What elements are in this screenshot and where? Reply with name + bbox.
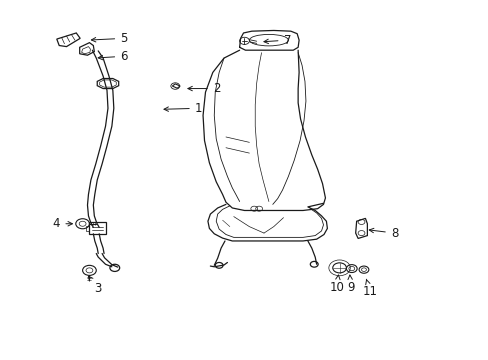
Text: 7: 7	[264, 33, 290, 47]
Text: 8: 8	[368, 226, 397, 239]
Text: 11: 11	[362, 279, 377, 298]
Text: 1: 1	[163, 102, 202, 115]
Text: 6: 6	[98, 50, 127, 63]
Text: 2: 2	[187, 82, 220, 95]
Text: 5: 5	[91, 32, 127, 45]
Text: 3: 3	[88, 276, 102, 295]
Text: 4: 4	[53, 217, 72, 230]
Text: 10: 10	[329, 275, 344, 294]
Text: 9: 9	[346, 275, 354, 294]
